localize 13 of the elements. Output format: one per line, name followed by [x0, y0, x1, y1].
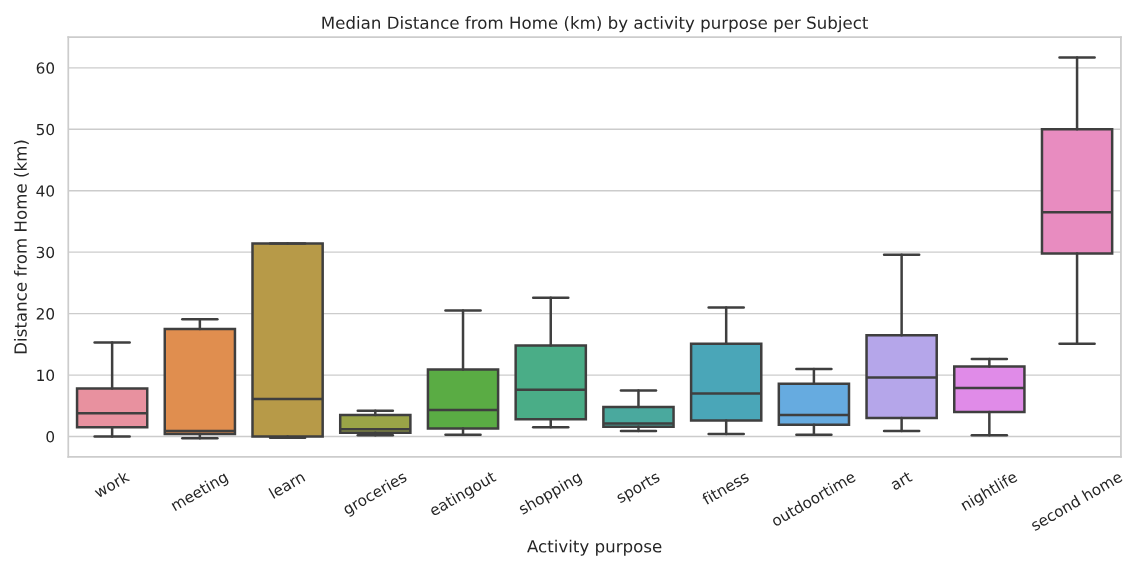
x-tick-label: work — [92, 470, 131, 499]
y-tick-label: 60 — [36, 62, 55, 74]
x-axis-title: Activity purpose — [527, 539, 662, 556]
y-tick-label: 30 — [36, 246, 55, 259]
chart-title: Median Distance from Home (km) by activity purpose per Subject — [322, 16, 869, 33]
y-tick-label: 10 — [37, 369, 55, 382]
x-tick-label: learn — [268, 470, 306, 499]
y-tick-label: 0 — [46, 430, 55, 443]
y-tick-label: 40 — [36, 185, 55, 197]
x-tick-label: art — [889, 470, 913, 491]
y-tick-label: 50 — [36, 123, 55, 136]
y-axis-title: Distance from Home (km) — [13, 140, 29, 354]
y-tick-label: 20 — [36, 308, 55, 320]
